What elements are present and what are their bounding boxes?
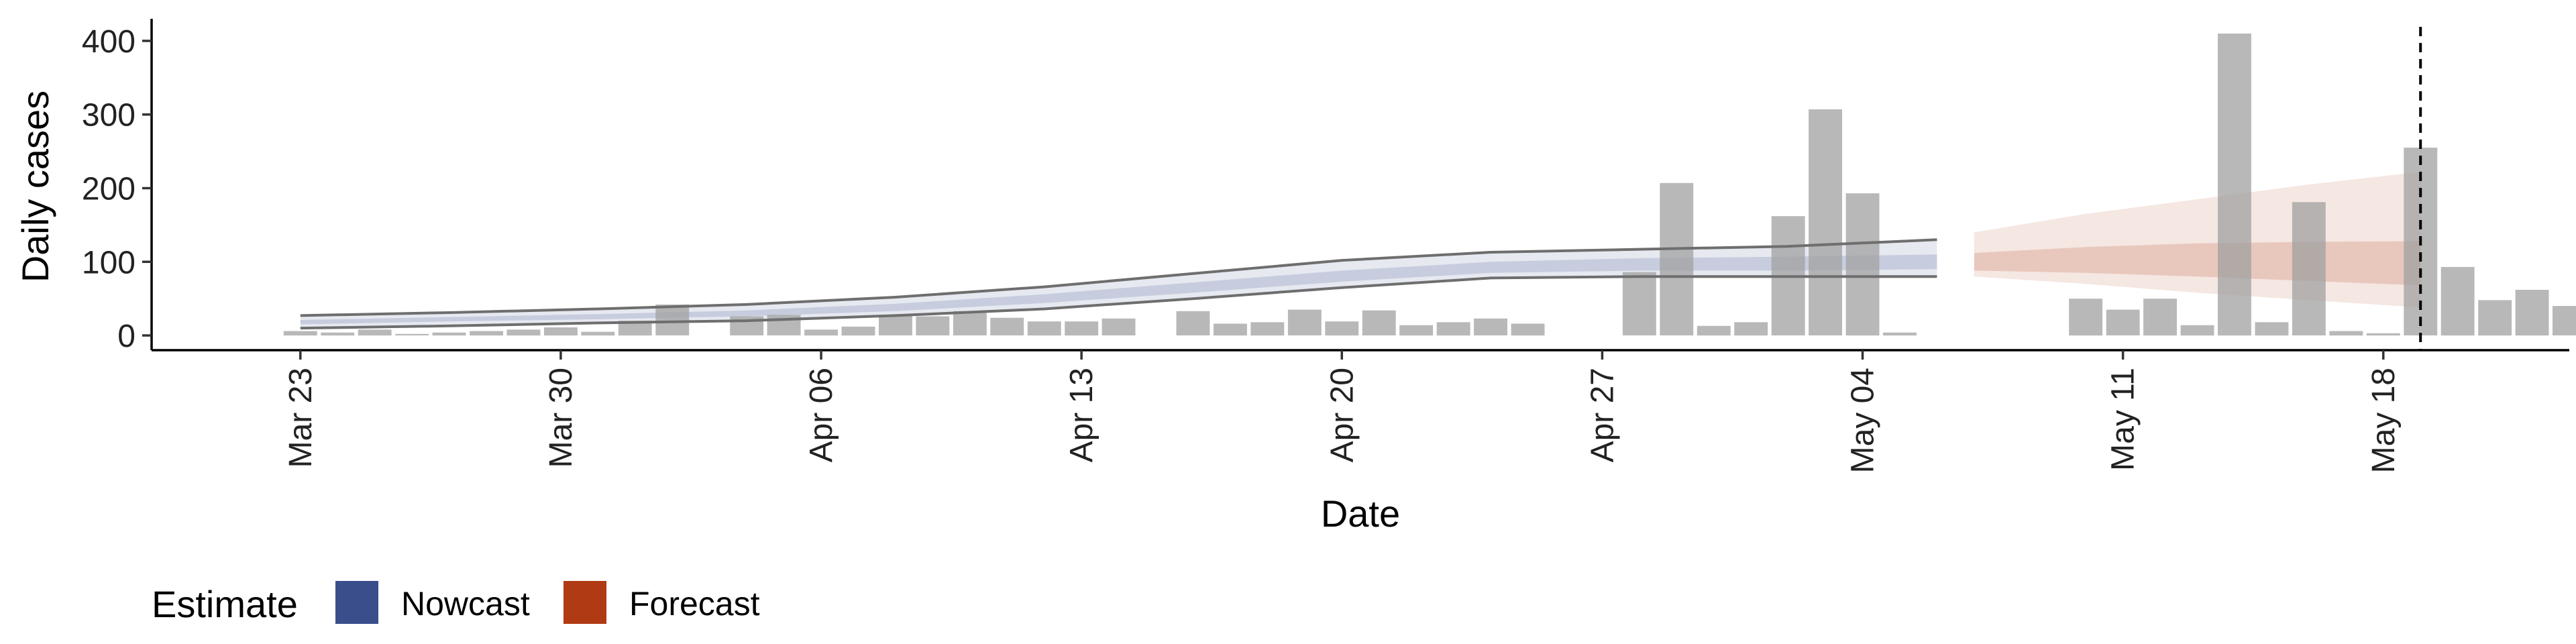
case-bar: [2553, 306, 2576, 335]
y-tick-label: 200: [82, 171, 136, 207]
legend-swatch-forecast: [564, 581, 606, 624]
nowcast-outer-high-line: [300, 238, 1937, 317]
case-bar: [618, 321, 652, 336]
case-bar: [1027, 321, 1061, 336]
y-tick-label: 400: [82, 24, 136, 60]
legend-label-nowcast: Nowcast: [401, 585, 530, 623]
estimate-lines: [300, 238, 1937, 330]
case-bar: [1102, 318, 1136, 335]
case-bar: [1214, 323, 1247, 336]
y-tick-label: 300: [82, 98, 136, 133]
case-bar: [470, 331, 503, 336]
x-tick-label: Apr 13: [1064, 368, 1099, 462]
x-tick-label: Apr 20: [1324, 368, 1360, 462]
case-bar: [879, 315, 912, 335]
x-tick-label: May 04: [1845, 368, 1881, 473]
case-bar: [2218, 34, 2251, 336]
x-tick-label: May 18: [2366, 368, 2402, 473]
case-bar: [1660, 182, 1694, 335]
case-bar: [1809, 109, 1842, 335]
case-bar: [2292, 202, 2326, 335]
x-tick-label: Mar 30: [543, 368, 579, 468]
case-bar: [990, 317, 1024, 335]
x-tick-label: Apr 27: [1585, 368, 1620, 462]
case-bar: [1065, 321, 1099, 336]
case-bar: [2106, 309, 2140, 335]
x-tick-label: Mar 23: [283, 368, 319, 468]
case-bar: [1250, 322, 1285, 336]
case-bar: [432, 332, 466, 336]
case-bar: [321, 332, 355, 336]
case-bar: [2143, 299, 2177, 336]
legend-label-forecast: Forecast: [629, 585, 760, 623]
case-bar: [2329, 331, 2363, 336]
y-axis-ticks: 0 100 200 300 400: [82, 24, 152, 354]
y-tick-label: 0: [117, 319, 136, 354]
case-bar: [655, 304, 690, 335]
case-bar: [1697, 325, 1731, 336]
case-bar: [358, 329, 392, 336]
nowcast-inner-band: [300, 254, 1937, 325]
x-tick-label: May 11: [2106, 368, 2141, 471]
case-bar: [953, 311, 987, 335]
case-bar: [395, 333, 429, 335]
case-bar: [283, 331, 317, 336]
case-bar: [1511, 323, 1545, 336]
x-axis-ticks: Mar 23 Mar 30 Apr 06 Apr 13 Apr 20 Apr 27 May …: [283, 350, 2402, 473]
legend: Estimate Nowcast Forecast: [152, 581, 760, 625]
case-bar: [2440, 267, 2475, 336]
y-tick-label: 100: [82, 245, 136, 280]
x-axis-title: Date: [1321, 492, 1400, 535]
case-bar: [1325, 321, 1359, 336]
case-bar: [1474, 318, 1507, 335]
case-bar: [1883, 332, 1917, 336]
case-bar: [916, 316, 950, 335]
case-bar: [1845, 193, 1880, 336]
case-bar: [581, 331, 615, 336]
forecast-outer-band: [1974, 172, 2421, 308]
case-bar: [1399, 325, 1434, 336]
case-bar: [2255, 322, 2289, 336]
case-bar: [804, 329, 838, 336]
axes: 0 100 200 300 400 Mar 23 Mar 30 Apr 06 Apr 13 Ap…: [82, 19, 2569, 473]
x-tick-label: Apr 06: [804, 368, 839, 462]
case-bar: [544, 327, 578, 336]
case-bar: [1734, 322, 1768, 336]
case-bar: [841, 326, 875, 336]
case-bar: [2366, 333, 2400, 336]
case-bar: [2069, 299, 2103, 336]
y-axis-title: Daily cases: [14, 91, 56, 282]
case-bar: [2515, 290, 2549, 336]
case-bar: [506, 329, 541, 336]
case-bar: [1622, 272, 1656, 335]
case-bar: [2478, 300, 2512, 336]
estimate-bands: [300, 172, 2421, 329]
legend-swatch-nowcast: [335, 581, 378, 624]
case-bar: [1287, 309, 1322, 335]
case-bar: [2180, 325, 2214, 336]
case-bars: [283, 34, 2576, 336]
case-bar: [1176, 311, 1210, 335]
legend-title: Estimate: [152, 583, 298, 625]
case-bar: [1362, 310, 1396, 335]
nowcast-outer-low-line: [300, 275, 1937, 330]
case-bar: [1436, 322, 1470, 336]
